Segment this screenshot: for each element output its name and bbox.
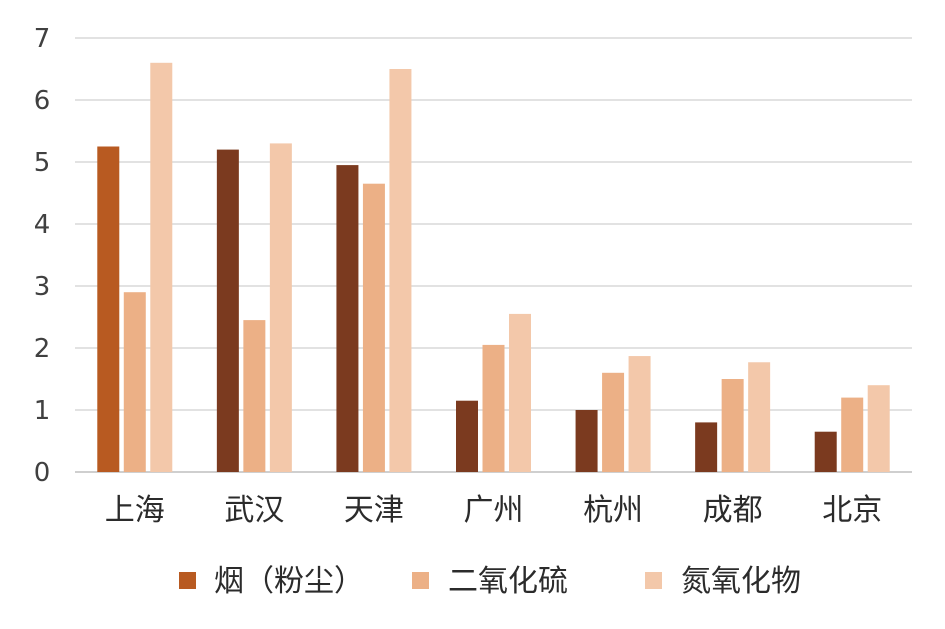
y-tick-label: 0 [34, 458, 51, 488]
legend-label-3: 氮氧化物 [681, 564, 801, 599]
bar-3-6 [748, 362, 771, 472]
x-category-label: 成都 [703, 493, 763, 528]
bar-1-5 [575, 410, 598, 472]
bar-2-3 [362, 183, 385, 472]
y-tick-label: 6 [34, 86, 51, 116]
bar-1-1 [97, 146, 120, 472]
bar-2-6 [721, 379, 744, 472]
y-tick-label: 7 [34, 24, 51, 54]
x-category-label: 武汉 [224, 493, 284, 528]
bar-3-1 [150, 62, 173, 473]
bars [97, 62, 890, 473]
bar-2-5 [602, 372, 625, 472]
legend: 烟（粉尘） 二氧化硫 氮氧化物 [179, 564, 801, 599]
x-category-label: 天津 [344, 493, 404, 528]
bar-1-3 [336, 165, 359, 472]
bar-1-2 [216, 149, 239, 472]
bar-1-6 [695, 422, 718, 472]
y-tick-label: 1 [34, 396, 51, 426]
y-tick-label: 5 [34, 148, 51, 178]
x-category-label: 北京 [822, 493, 882, 528]
bar-1-4 [456, 400, 478, 472]
legend-label-1: 烟（粉尘） [214, 564, 364, 599]
bar-2-1 [123, 292, 146, 472]
y-tick-label: 4 [34, 210, 51, 240]
legend-swatch-2 [412, 572, 429, 589]
bar-3-2 [269, 143, 292, 472]
x-category-label: 上海 [105, 493, 165, 528]
y-tick-label: 3 [34, 272, 51, 302]
legend-label-2: 二氧化硫 [448, 564, 568, 599]
x-category-label: 杭州 [583, 493, 643, 528]
legend-swatch-1 [179, 572, 196, 589]
y-axis-tick-labels: 0 1 2 3 4 5 6 7 [34, 24, 51, 488]
legend-swatch-3 [645, 572, 662, 589]
bar-3-7 [867, 385, 890, 472]
bar-2-2 [243, 320, 266, 472]
bar-3-4 [509, 313, 531, 472]
x-axis-category-labels: 上海 武汉 天津 广州 杭州 成都 北京 [105, 493, 882, 528]
bar-3-3 [389, 69, 412, 472]
bar-1-7 [814, 431, 837, 472]
bar-2-4 [482, 344, 505, 472]
bar-3-5 [628, 356, 651, 472]
x-category-label: 广州 [464, 493, 524, 528]
bar-2-7 [841, 397, 864, 472]
y-tick-label: 2 [34, 334, 51, 364]
